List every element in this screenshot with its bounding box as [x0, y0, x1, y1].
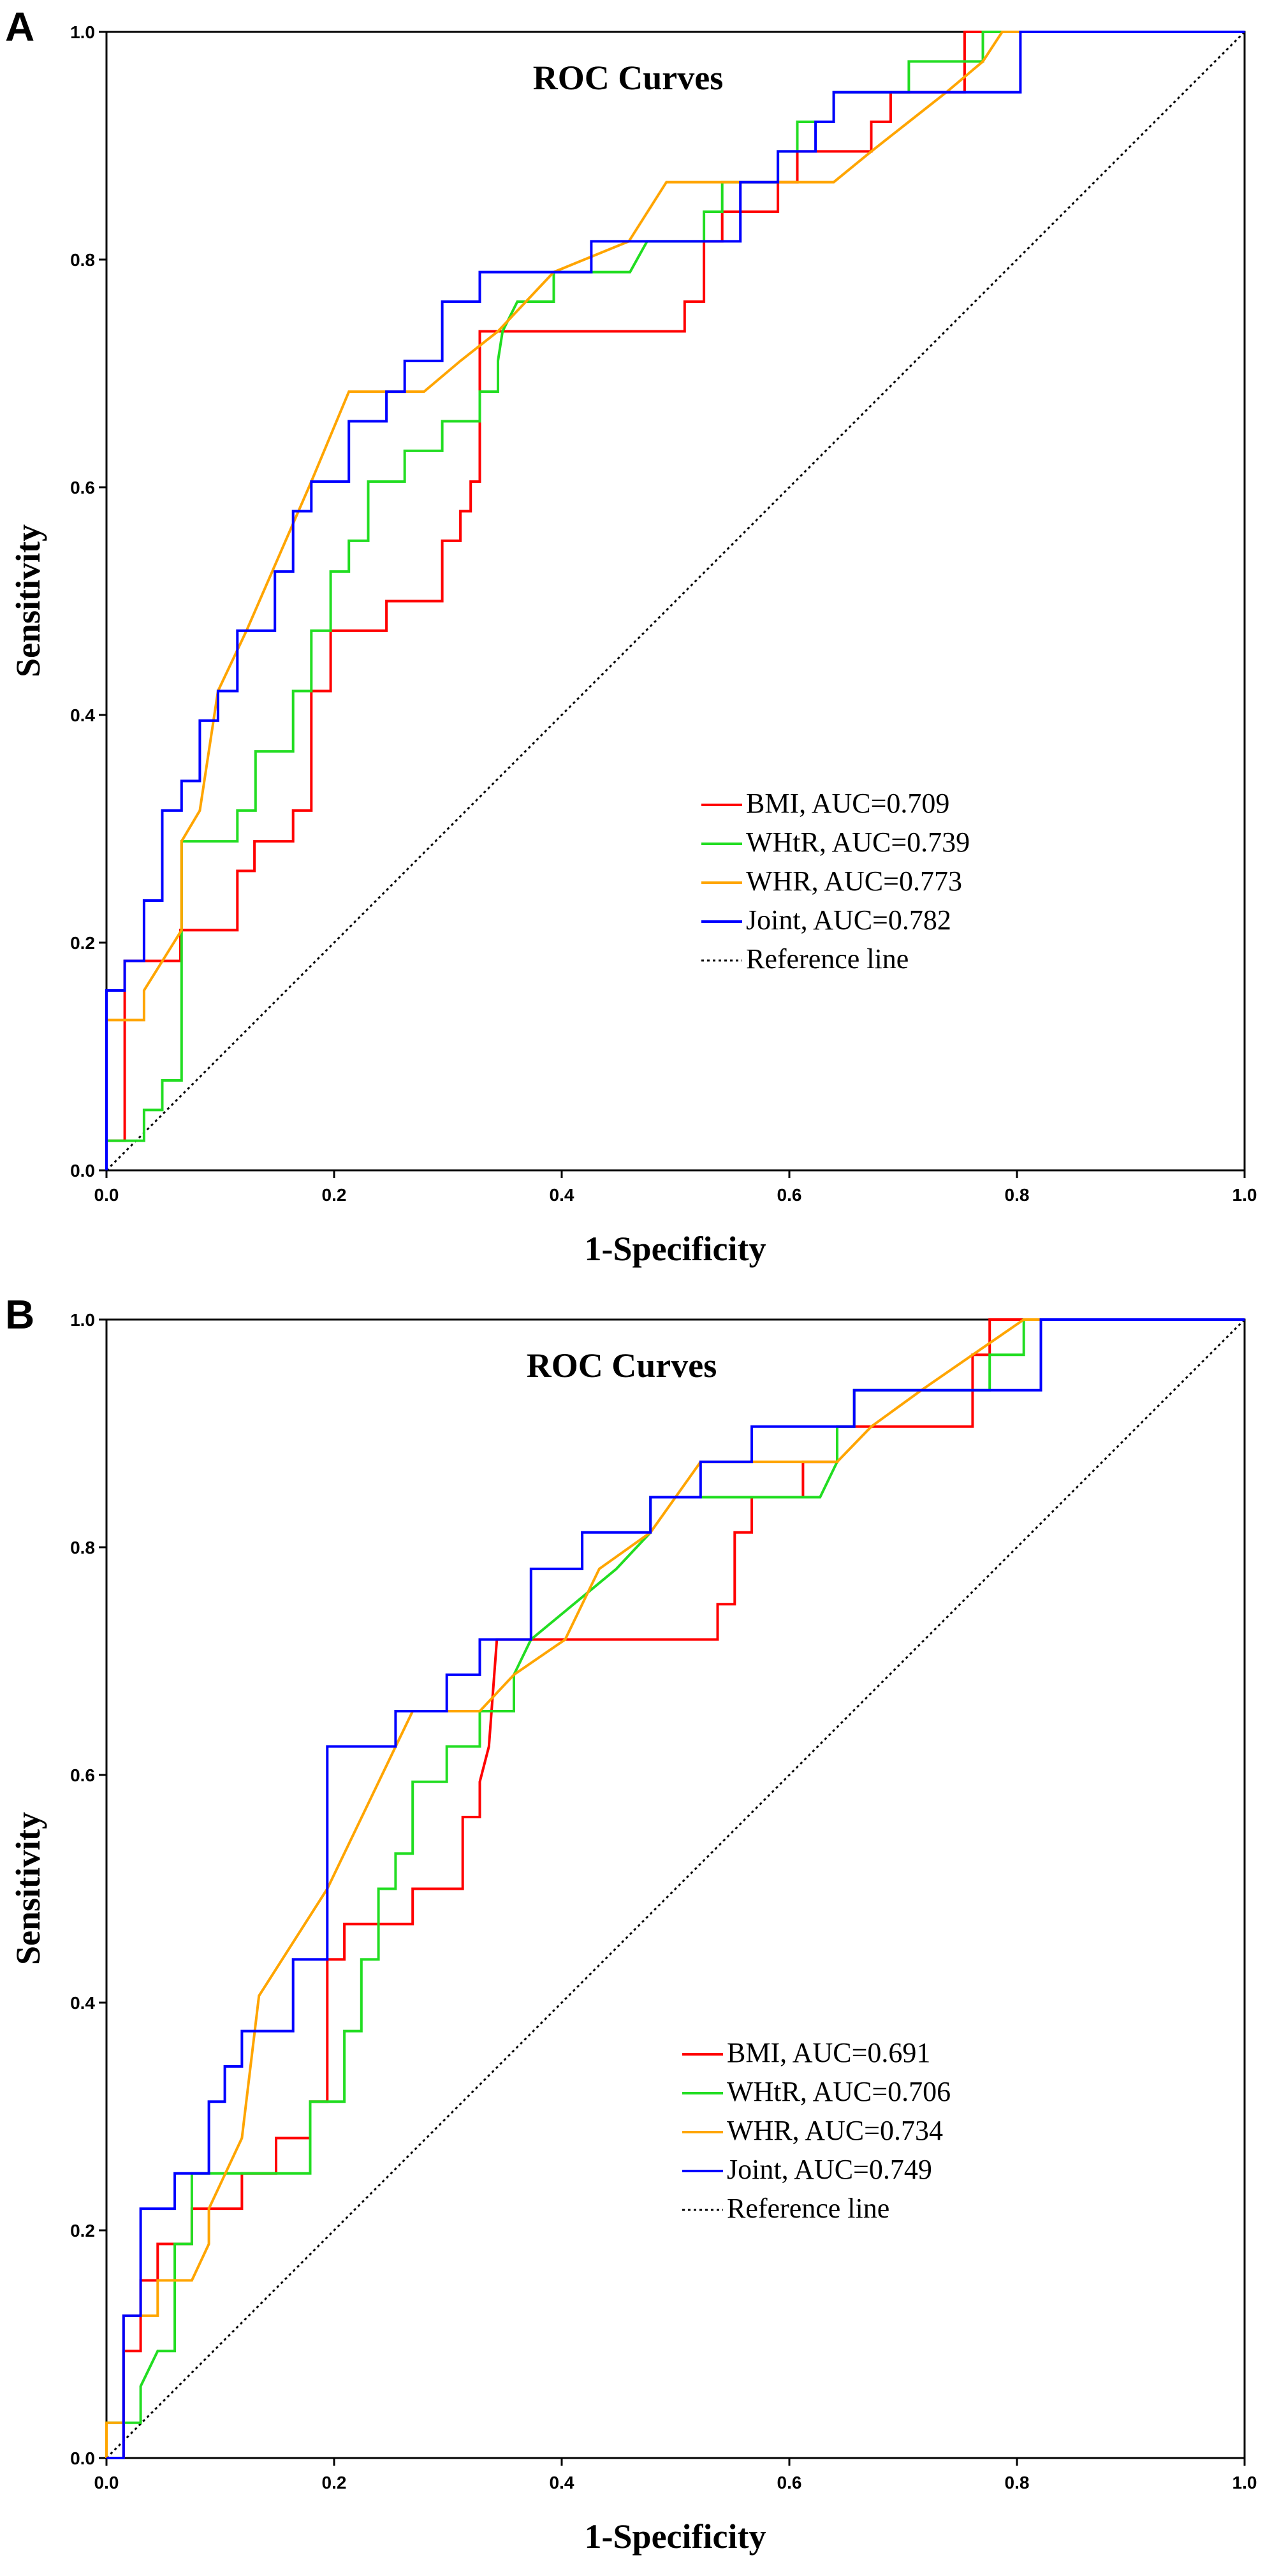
legend: BMI, AUC=0.691 WHtR, AUC=0.706 WHR, AUC=… — [682, 2037, 951, 2224]
series-group — [105, 1318, 1245, 2459]
legend-label-whtr: WHtR, AUC=0.706 — [727, 2076, 951, 2107]
legend-label-reference: Reference line — [727, 2193, 889, 2224]
y-tick-label: 0.2 — [70, 2221, 95, 2241]
y-tick-label: 0.8 — [70, 250, 95, 270]
panel-label: A — [5, 4, 34, 50]
x-tick-label: 0.0 — [94, 2473, 119, 2492]
y-tick-label: 0.8 — [70, 1538, 95, 1557]
y-tick-label: 0.0 — [70, 2448, 95, 2468]
x-tick-label: 1.0 — [1232, 2473, 1257, 2492]
roc-chart-a: A ROC Curves 1-Specificity Sensitivity 0… — [5, 4, 1257, 1268]
x-tick-label: 0.8 — [1005, 1185, 1030, 1205]
x-axis-label: 1-Specificity — [585, 2517, 766, 2556]
x-axis-label: 1-Specificity — [585, 1230, 766, 1268]
y-tick-label: 0.2 — [70, 933, 95, 953]
x-tick-label: 0.6 — [777, 2473, 802, 2492]
panel-b: B ROC Curves 1-Specificity Sensitivity 0… — [0, 1288, 1272, 2563]
y-tick-label: 0.6 — [70, 478, 95, 497]
series-group — [105, 31, 1245, 1170]
x-tick-label: 0.8 — [1005, 2473, 1030, 2492]
y-axis-label: Sensitivity — [9, 1812, 47, 1965]
legend-label-reference: Reference line — [746, 943, 909, 975]
reference-line — [105, 31, 1246, 1172]
roc-line-joint — [106, 1318, 1245, 2459]
x-tick-label: 0.6 — [777, 1185, 802, 1205]
legend-label-bmi: BMI, AUC=0.709 — [746, 788, 949, 819]
y-tick-label: 0.4 — [70, 1993, 95, 2013]
y-axis-label: Sensitivity — [9, 524, 47, 677]
x-tick-label: 1.0 — [1232, 1185, 1257, 1205]
y-tick-label: 0.6 — [70, 1765, 95, 1785]
roc-line-joint — [105, 31, 1245, 1170]
legend-label-bmi: BMI, AUC=0.691 — [727, 2037, 930, 2068]
y-tick-label: 1.0 — [70, 22, 95, 42]
roc-line-whr — [105, 31, 1245, 1170]
legend-label-whr: WHR, AUC=0.773 — [746, 865, 962, 897]
panel-label: B — [5, 1292, 34, 1337]
y-axis-ticks: 0.0 0.2 0.4 0.6 0.8 1.0 — [70, 22, 106, 1181]
y-tick-label: 0.4 — [70, 705, 95, 725]
x-tick-label: 0.2 — [322, 2473, 347, 2492]
y-axis-ticks: 0.0 0.2 0.4 0.6 0.8 1.0 — [70, 1310, 106, 2468]
legend-label-joint: Joint, AUC=0.749 — [727, 2154, 932, 2185]
x-tick-label: 0.4 — [550, 2473, 574, 2492]
legend-label-joint: Joint, AUC=0.782 — [746, 904, 951, 936]
x-axis-ticks: 0.0 0.2 0.4 0.6 0.8 1.0 — [94, 2458, 1257, 2492]
reference-line — [105, 1318, 1246, 2459]
y-tick-label: 0.0 — [70, 1161, 95, 1181]
x-axis-ticks: 0.0 0.2 0.4 0.6 0.8 1.0 — [94, 1170, 1257, 1205]
roc-chart-b: B ROC Curves 1-Specificity Sensitivity 0… — [5, 1292, 1257, 2556]
x-tick-label: 0.0 — [94, 1185, 119, 1205]
panel-a: A ROC Curves 1-Specificity Sensitivity 0… — [0, 0, 1272, 1276]
y-tick-label: 1.0 — [70, 1310, 95, 1330]
legend-label-whr: WHR, AUC=0.734 — [727, 2115, 943, 2146]
legend: BMI, AUC=0.709 WHtR, AUC=0.739 WHR, AUC=… — [701, 788, 970, 975]
x-tick-label: 0.4 — [550, 1185, 574, 1205]
chart-title: ROC Curves — [533, 59, 723, 97]
chart-title: ROC Curves — [527, 1346, 717, 1385]
x-tick-label: 0.2 — [322, 1185, 347, 1205]
legend-label-whtr: WHtR, AUC=0.739 — [746, 827, 970, 858]
